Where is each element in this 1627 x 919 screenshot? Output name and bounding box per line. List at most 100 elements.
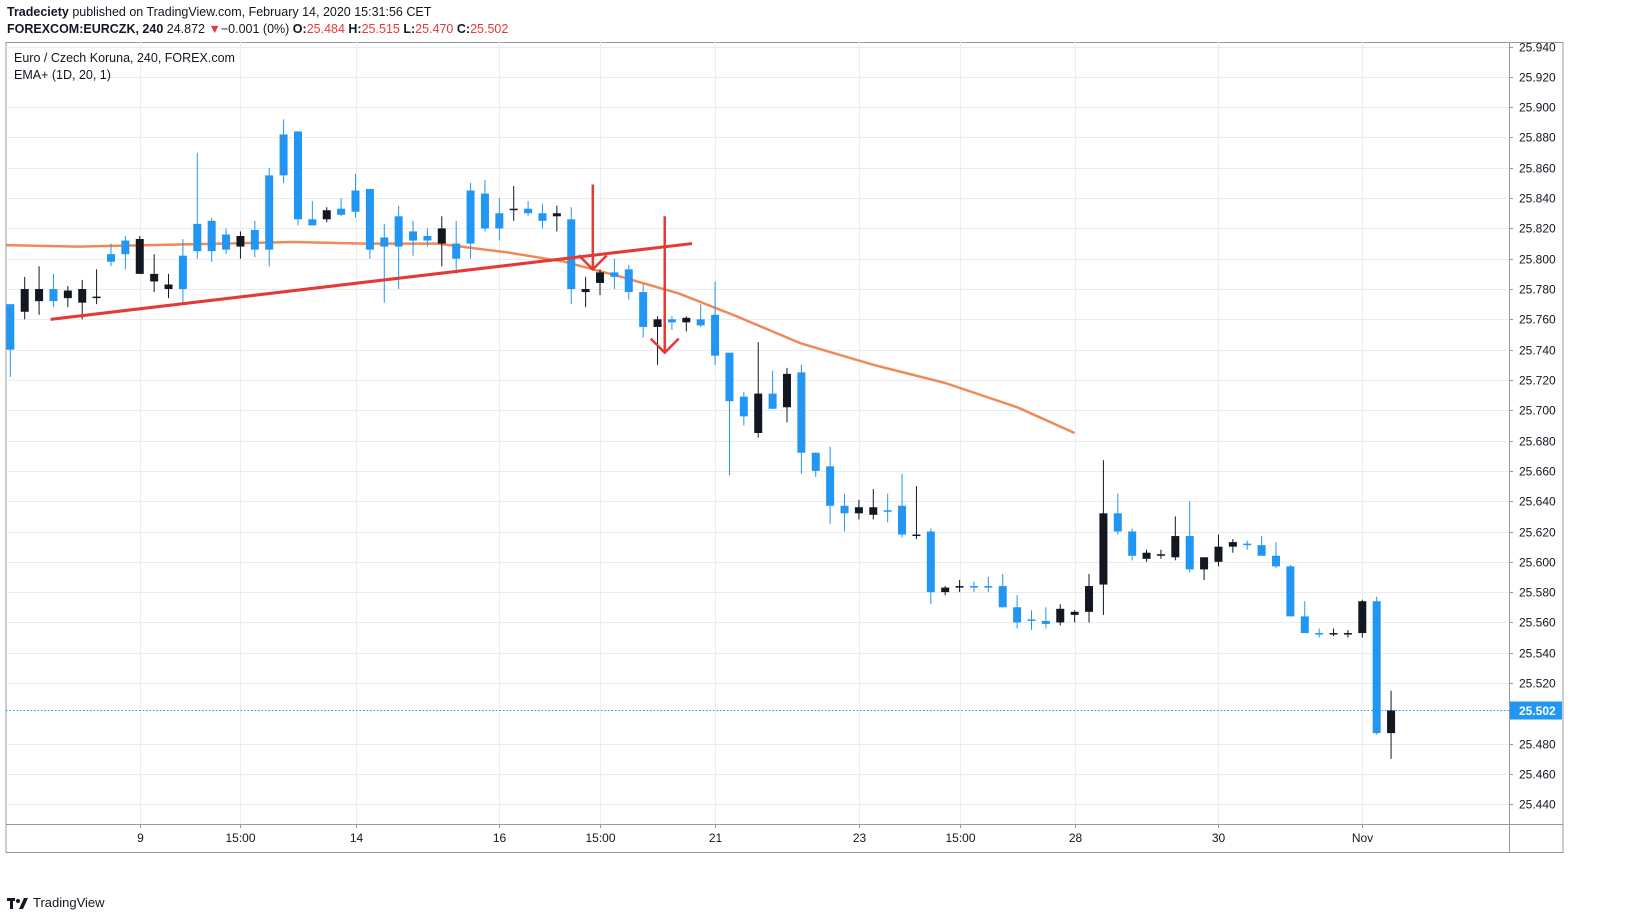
price-axis[interactable]: 25.940 25.920 25.900 25.880 25.860 25.840 25.8… xyxy=(1509,41,1562,812)
open-label: O: xyxy=(292,22,307,36)
candle xyxy=(380,223,389,303)
annotations xyxy=(6,184,1509,711)
current-price-label: 25.502 xyxy=(1519,704,1556,718)
candle xyxy=(63,285,72,308)
candle xyxy=(969,581,978,593)
candle-body xyxy=(1128,531,1137,556)
high-value: 25.515 xyxy=(361,22,400,36)
candle xyxy=(409,220,418,256)
candle-body xyxy=(423,235,432,241)
candle-body xyxy=(1372,601,1381,734)
candle-body xyxy=(207,220,216,252)
time-tick-label: 15:00 xyxy=(585,831,615,845)
instrument-legend: Euro / Czech Koruna, 240, FOREX.com xyxy=(14,51,235,65)
open-value: 25.484 xyxy=(306,22,345,36)
candle xyxy=(596,269,605,296)
candle xyxy=(869,489,878,520)
candle-body xyxy=(1171,536,1180,558)
candle-body xyxy=(1013,607,1022,623)
published-text: published on TradingView.com, February 1… xyxy=(72,5,432,19)
candle-body xyxy=(596,272,605,283)
candle xyxy=(1099,460,1108,615)
candle xyxy=(1200,557,1209,581)
candle-body xyxy=(898,505,907,535)
price-tick-label: 25.920 xyxy=(1519,71,1556,85)
candle-body xyxy=(351,190,360,212)
candle xyxy=(538,204,547,229)
candle xyxy=(193,152,202,259)
candle-body xyxy=(581,289,590,293)
candle xyxy=(437,216,446,267)
candle-body xyxy=(1387,710,1396,734)
candle xyxy=(1243,540,1252,550)
candle-body xyxy=(222,234,231,250)
candle-body xyxy=(797,372,806,453)
symbol-label: FOREXCOM:EURCZK, 240 xyxy=(7,22,164,36)
candle xyxy=(854,499,863,520)
candle xyxy=(1329,628,1338,637)
candle-body xyxy=(337,208,346,215)
candle-body xyxy=(178,255,187,290)
down-arrow-annotation xyxy=(577,184,608,272)
candle-body xyxy=(1056,608,1065,623)
candle xyxy=(265,167,274,267)
candle-body xyxy=(1300,616,1309,634)
candle xyxy=(78,279,87,320)
candle-body xyxy=(955,586,964,588)
ohlc-summary: FOREXCOM:EURCZK, 240 24.872 ▼−0.001 (0%)… xyxy=(7,22,508,36)
candle-body xyxy=(739,396,748,417)
candle xyxy=(1214,534,1223,567)
candle xyxy=(1343,630,1352,638)
candle-body xyxy=(984,586,993,588)
time-axis[interactable]: 9 15:00 14 16 15:00 21 23 15:00 28 30 Nov xyxy=(137,824,1373,845)
price-tick-label: 25.780 xyxy=(1519,283,1556,297)
candle xyxy=(150,254,159,293)
time-tick-label: Nov xyxy=(1352,831,1373,845)
candle xyxy=(797,364,806,474)
candle-body xyxy=(49,289,58,302)
candle-body xyxy=(265,175,274,250)
candle xyxy=(1271,542,1280,568)
price-tick-label: 25.540 xyxy=(1519,647,1556,661)
price-tick-label: 25.880 xyxy=(1519,131,1556,145)
candle-body xyxy=(365,189,374,250)
price-tick-label: 25.520 xyxy=(1519,677,1556,691)
publish-info: Tradeciety published on TradingView.com,… xyxy=(7,5,431,19)
candle xyxy=(222,228,231,255)
price-tick-label: 25.860 xyxy=(1519,162,1556,176)
candle xyxy=(653,316,662,365)
candle-body xyxy=(35,289,44,302)
candle-body xyxy=(509,208,518,211)
candle xyxy=(739,392,748,426)
down-arrow-icon: ▼ xyxy=(208,22,221,36)
candle xyxy=(121,235,130,270)
candle-body xyxy=(840,505,849,514)
candle xyxy=(1257,536,1266,556)
low-value: 25.470 xyxy=(415,22,454,36)
chart-grid xyxy=(6,42,1509,824)
candle xyxy=(1315,628,1324,638)
candle-body xyxy=(826,466,835,506)
candle-body xyxy=(437,228,446,244)
candle-body xyxy=(1041,620,1050,624)
candle xyxy=(552,205,561,232)
candle xyxy=(1358,599,1367,638)
indicator-legend[interactable]: EMA+ (1D, 20, 1) xyxy=(14,68,111,82)
candle-body xyxy=(869,507,878,515)
candle xyxy=(955,580,964,593)
candle-body xyxy=(106,254,115,262)
candle xyxy=(279,119,288,183)
candle-body xyxy=(480,193,489,229)
candle-body xyxy=(1228,542,1237,547)
candle-body xyxy=(6,304,15,350)
candle xyxy=(164,273,173,299)
candle xyxy=(1085,573,1094,623)
candle-body xyxy=(782,373,791,408)
candle xyxy=(106,243,115,267)
candle-body xyxy=(1156,554,1165,556)
candle xyxy=(768,370,777,409)
candle xyxy=(250,220,259,258)
candle xyxy=(567,207,576,305)
arrow-head xyxy=(649,337,680,355)
